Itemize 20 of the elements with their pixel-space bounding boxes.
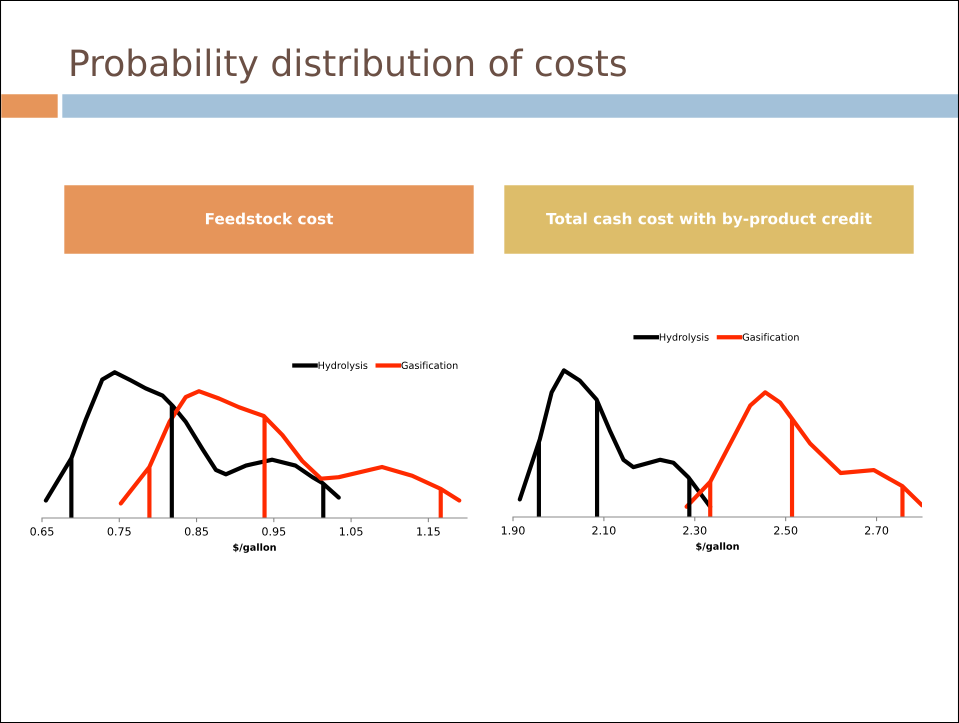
- x-tick-label: 0.95: [262, 527, 286, 536]
- x-axis-title: $/gallon: [233, 543, 276, 553]
- legend-label: Hydrolysis: [660, 333, 709, 343]
- x-axis-title: $/gallon: [696, 542, 739, 552]
- legend-label: Gasification: [742, 333, 799, 341]
- legend-label: Gasification: [401, 362, 458, 370]
- x-tick-label: 1.05: [340, 527, 362, 536]
- chart-title: Total cash cost with by-product credit: [546, 212, 872, 228]
- x-tick-label: 0.75: [108, 527, 131, 536]
- x-tick-label: 2.30: [683, 526, 706, 535]
- text: Probability distribution of costs: [72, 48, 626, 84]
- x-tick-label: 0.65: [30, 527, 54, 536]
- x-tick-label: 2.70: [865, 526, 888, 535]
- x-tick-label: 1.15: [417, 527, 440, 536]
- x-tick-label: 0.85: [184, 527, 208, 536]
- x-tick-label: 2.10: [592, 526, 616, 535]
- x-tick-label: 2.50: [774, 526, 798, 535]
- legend-label: Hydrolysis: [318, 362, 368, 371]
- x-tick-label: 1.90: [502, 526, 525, 535]
- chart-title: Feedstock cost: [206, 212, 334, 224]
